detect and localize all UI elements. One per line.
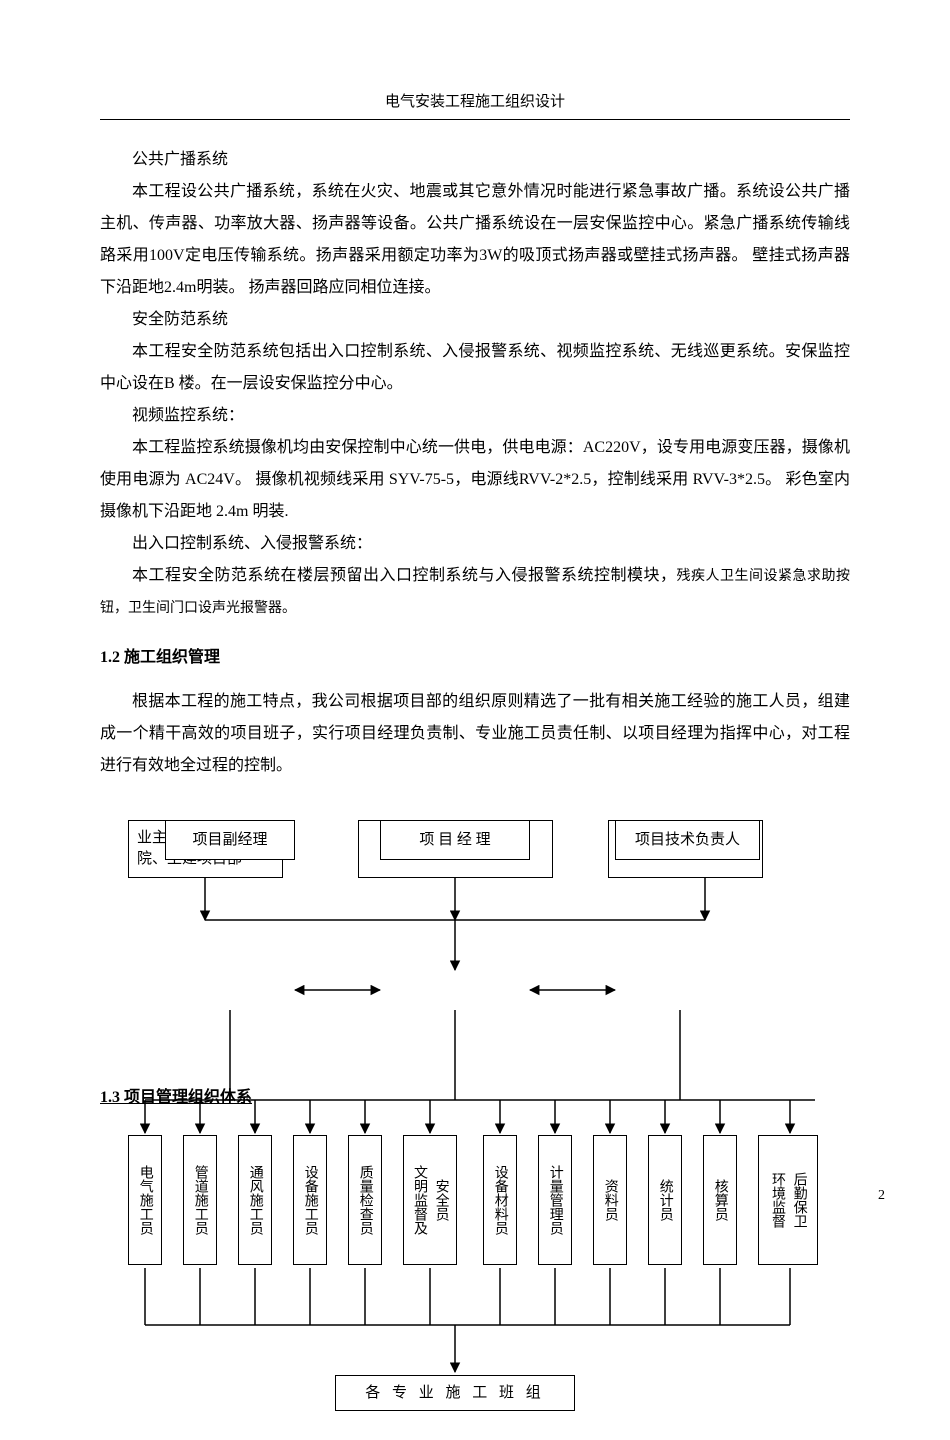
- col-text: 文明监督及: [409, 1165, 429, 1235]
- para: 本工程安全防范系统在楼层预留出入口控制系统与入侵报警系统控制模块，残疾人卫生间设…: [100, 560, 850, 624]
- section-1-3: 1.3 项目管理组织体系: [100, 1082, 252, 1114]
- col-text: 后勤保卫: [789, 1172, 809, 1228]
- col-text: 安全员: [431, 1179, 451, 1221]
- para: 根据本工程的施工特点，我公司根据项目部的组织原则精选了一批有相关施工经验的施工人…: [100, 686, 850, 782]
- para: 视频监控系统：: [100, 400, 850, 432]
- col: 设备施工员: [293, 1135, 327, 1265]
- node-teams: 各 专 业 施 工 班 组: [335, 1375, 575, 1411]
- col: 资料员: [593, 1135, 627, 1265]
- para: 本工程设公共广播系统，系统在火灾、地震或其它意外情况时能进行紧急事故广播。系统设…: [100, 176, 850, 304]
- para: 出入口控制系统、入侵报警系统：: [100, 528, 850, 560]
- col-double: 文明监督及 安全员: [403, 1135, 457, 1265]
- section-1-2: 1.2 施工组织管理: [100, 642, 850, 674]
- col: 统计员: [648, 1135, 682, 1265]
- para: 公共广播系统: [100, 144, 850, 176]
- col: 管道施工员: [183, 1135, 217, 1265]
- body-content: 公共广播系统 本工程设公共广播系统，系统在火灾、地震或其它意外情况时能进行紧急事…: [100, 144, 850, 1440]
- page-number: 2: [878, 1188, 885, 1204]
- col: 设备材料员: [483, 1135, 517, 1265]
- node-tech-lead: 项目技术负责人: [615, 820, 760, 860]
- col: 核算员: [703, 1135, 737, 1265]
- diagram-lines: [100, 820, 850, 1440]
- node-pm: 项 目 经 理: [380, 820, 530, 860]
- org-diagram: 业主、监理、设计院、土建项目部 公司经理及各职能部门 政府各相关职能部门 项目副…: [100, 820, 850, 1440]
- col: 电气施工员: [128, 1135, 162, 1265]
- page-header: 电气安装工程施工组织设计: [100, 90, 850, 120]
- col: 计量管理员: [538, 1135, 572, 1265]
- para: 安全防范系统: [100, 304, 850, 336]
- para: 本工程监控系统摄像机均由安保控制中心统一供电，供电电源：AC220V，设专用电源…: [100, 432, 850, 528]
- col: 质量检查员: [348, 1135, 382, 1265]
- col-text: 环境监督: [767, 1172, 787, 1228]
- col-double: 环境监督 后勤保卫: [758, 1135, 818, 1265]
- para: 本工程安全防范系统包括出入口控制系统、入侵报警系统、视频监控系统、无线巡更系统。…: [100, 336, 850, 400]
- node-deputy-pm: 项目副经理: [165, 820, 295, 860]
- text: 本工程安全防范系统在楼层预留出入口控制系统与入侵报警系统控制模块，: [132, 567, 677, 584]
- col: 通风施工员: [238, 1135, 272, 1265]
